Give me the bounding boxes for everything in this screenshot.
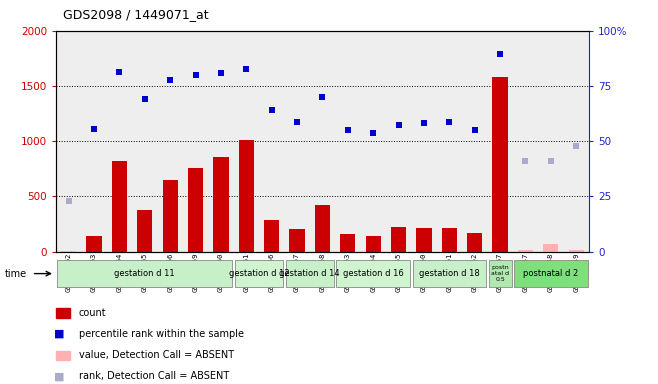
Text: GDS2098 / 1449071_at: GDS2098 / 1449071_at	[63, 8, 208, 21]
Bar	[86, 236, 101, 252]
Text: ■: ■	[54, 329, 64, 339]
Text: gestation d 18: gestation d 18	[419, 269, 480, 278]
Bar	[467, 233, 482, 252]
Bar	[163, 180, 178, 252]
FancyBboxPatch shape	[336, 260, 410, 287]
Text: gestation d 16: gestation d 16	[343, 269, 403, 278]
Bar	[239, 140, 254, 252]
Text: ■: ■	[54, 371, 64, 381]
Bar	[264, 220, 279, 252]
Bar	[366, 236, 381, 252]
Text: gestation d 11: gestation d 11	[114, 269, 175, 278]
Bar	[61, 251, 76, 252]
FancyBboxPatch shape	[514, 260, 588, 287]
Bar	[417, 228, 432, 252]
Bar	[290, 230, 305, 252]
Text: rank, Detection Call = ABSENT: rank, Detection Call = ABSENT	[79, 371, 229, 381]
Text: percentile rank within the sample: percentile rank within the sample	[79, 329, 244, 339]
Bar	[492, 77, 508, 252]
Bar	[569, 250, 584, 252]
Bar	[340, 234, 355, 252]
Bar	[315, 205, 330, 252]
Text: value, Detection Call = ABSENT: value, Detection Call = ABSENT	[79, 350, 234, 360]
Bar	[391, 227, 406, 252]
Bar	[213, 157, 228, 252]
Bar	[137, 210, 153, 252]
FancyBboxPatch shape	[57, 260, 232, 287]
Bar	[112, 161, 127, 252]
Text: gestation d 12: gestation d 12	[229, 269, 290, 278]
FancyBboxPatch shape	[235, 260, 283, 287]
Text: time: time	[5, 268, 28, 279]
FancyBboxPatch shape	[286, 260, 334, 287]
Text: count: count	[79, 308, 107, 318]
FancyBboxPatch shape	[489, 260, 511, 287]
Bar	[544, 244, 559, 252]
FancyBboxPatch shape	[413, 260, 486, 287]
Text: postnatal d 2: postnatal d 2	[523, 269, 578, 278]
Bar	[188, 167, 203, 252]
Text: gestation d 14: gestation d 14	[280, 269, 340, 278]
Bar	[518, 250, 533, 252]
Bar	[442, 228, 457, 252]
Text: postn
atal d
0.5: postn atal d 0.5	[491, 265, 509, 282]
